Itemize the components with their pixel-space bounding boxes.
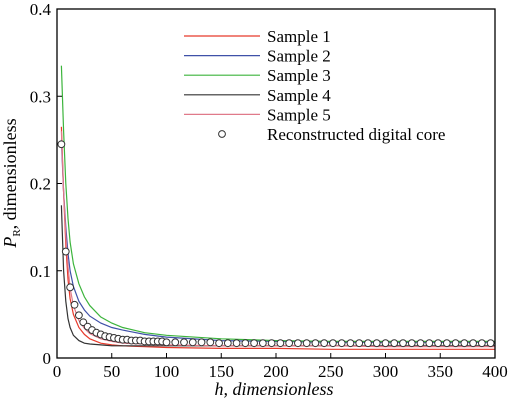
data-point-marker: [294, 339, 302, 348]
data-point-marker: [197, 338, 206, 347]
y-tick-label: 0.3: [30, 87, 51, 106]
data-point-marker: [337, 339, 346, 348]
data-point-marker: [61, 247, 70, 256]
data-point-marker: [407, 339, 416, 348]
data-point-marker: [311, 339, 320, 348]
x-axis-title-text: h, dimensionless: [215, 379, 334, 399]
data-point-marker: [267, 339, 276, 348]
data-point-marker: [425, 339, 434, 348]
data-point-marker: [346, 339, 355, 348]
data-point-marker: [171, 338, 180, 347]
series-layer: [57, 65, 495, 350]
legend-label: Reconstructed digital core: [267, 125, 445, 144]
x-tick-label: 300: [373, 362, 399, 381]
data-point-marker: [223, 339, 232, 348]
x-tick-label: 100: [154, 362, 180, 381]
data-point-marker: [232, 339, 241, 348]
legend-label: Sample 1: [267, 27, 331, 46]
y-axis-title-main: P: [0, 237, 20, 249]
x-axis-title: h, dimensionless: [215, 379, 334, 399]
data-point-marker: [285, 339, 294, 348]
x-tick-label: 50: [103, 362, 120, 381]
data-point-marker: [381, 339, 390, 348]
data-point-marker: [469, 339, 478, 348]
data-point-marker: [241, 339, 250, 348]
data-point-marker: [416, 339, 425, 348]
data-point-marker: [460, 339, 469, 348]
x-tick-label: 200: [263, 362, 289, 381]
data-point-marker: [442, 339, 451, 348]
data-point-marker: [258, 339, 267, 348]
series-line-4: [60, 205, 495, 347]
data-point-marker: [372, 339, 381, 348]
ticks-layer: 0 50 100 150 200 250 300 350 400 0 0.1 0.2 0.3 0.4: [30, 0, 508, 381]
legend-label: Sample 3: [267, 66, 331, 85]
data-point-marker: [399, 339, 407, 348]
y-axis-title-sub: R: [11, 229, 23, 237]
x-tick-label: 350: [428, 362, 454, 381]
data-point-marker: [215, 339, 223, 348]
legend-label: Sample 5: [267, 105, 331, 124]
data-point-marker: [70, 300, 79, 309]
x-tick-label: 250: [318, 362, 344, 381]
data-point-marker: [75, 311, 83, 320]
data-point-marker: [451, 339, 460, 348]
data-point-marker: [302, 339, 311, 348]
x-tick-label: 150: [209, 362, 235, 381]
y-tick-label: 0: [43, 349, 52, 368]
data-point-marker: [329, 339, 337, 348]
legend-swatch-marker: [218, 130, 226, 138]
series-line-2: [60, 139, 495, 343]
data-point-marker: [355, 339, 364, 348]
data-point-marker: [66, 283, 75, 292]
data-point-marker: [486, 339, 495, 348]
legend-label: Sample 4: [267, 86, 331, 105]
y-axis-title-rest: , dimensionless: [0, 118, 20, 229]
data-point-marker: [250, 339, 259, 348]
series-line-1: [60, 126, 495, 350]
data-point-marker: [434, 339, 442, 348]
y-axis-title: PR, dimensionless: [0, 118, 23, 248]
data-point-marker: [364, 339, 372, 348]
data-point-marker: [188, 338, 197, 347]
data-point-marker: [390, 339, 399, 348]
data-point-marker: [57, 140, 66, 149]
data-point-marker: [477, 339, 486, 348]
data-point-marker: [206, 338, 215, 347]
series-line-5: [60, 131, 495, 348]
data-point-marker: [162, 338, 171, 347]
y-tick-label: 0.2: [30, 175, 51, 194]
y-tick-label: 0.4: [30, 0, 52, 19]
y-tick-label: 0.1: [30, 262, 51, 281]
data-point-marker: [320, 339, 329, 348]
data-point-marker: [180, 338, 188, 347]
data-point-marker: [276, 339, 285, 348]
x-tick-label: 400: [482, 362, 508, 381]
x-tick-label: 0: [53, 362, 62, 381]
legend-label: Sample 2: [267, 47, 331, 66]
